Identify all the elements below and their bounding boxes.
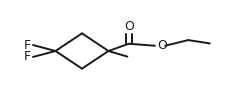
Text: F: F xyxy=(24,39,31,52)
Text: F: F xyxy=(24,50,31,63)
Text: O: O xyxy=(124,19,134,33)
Text: O: O xyxy=(158,39,168,52)
